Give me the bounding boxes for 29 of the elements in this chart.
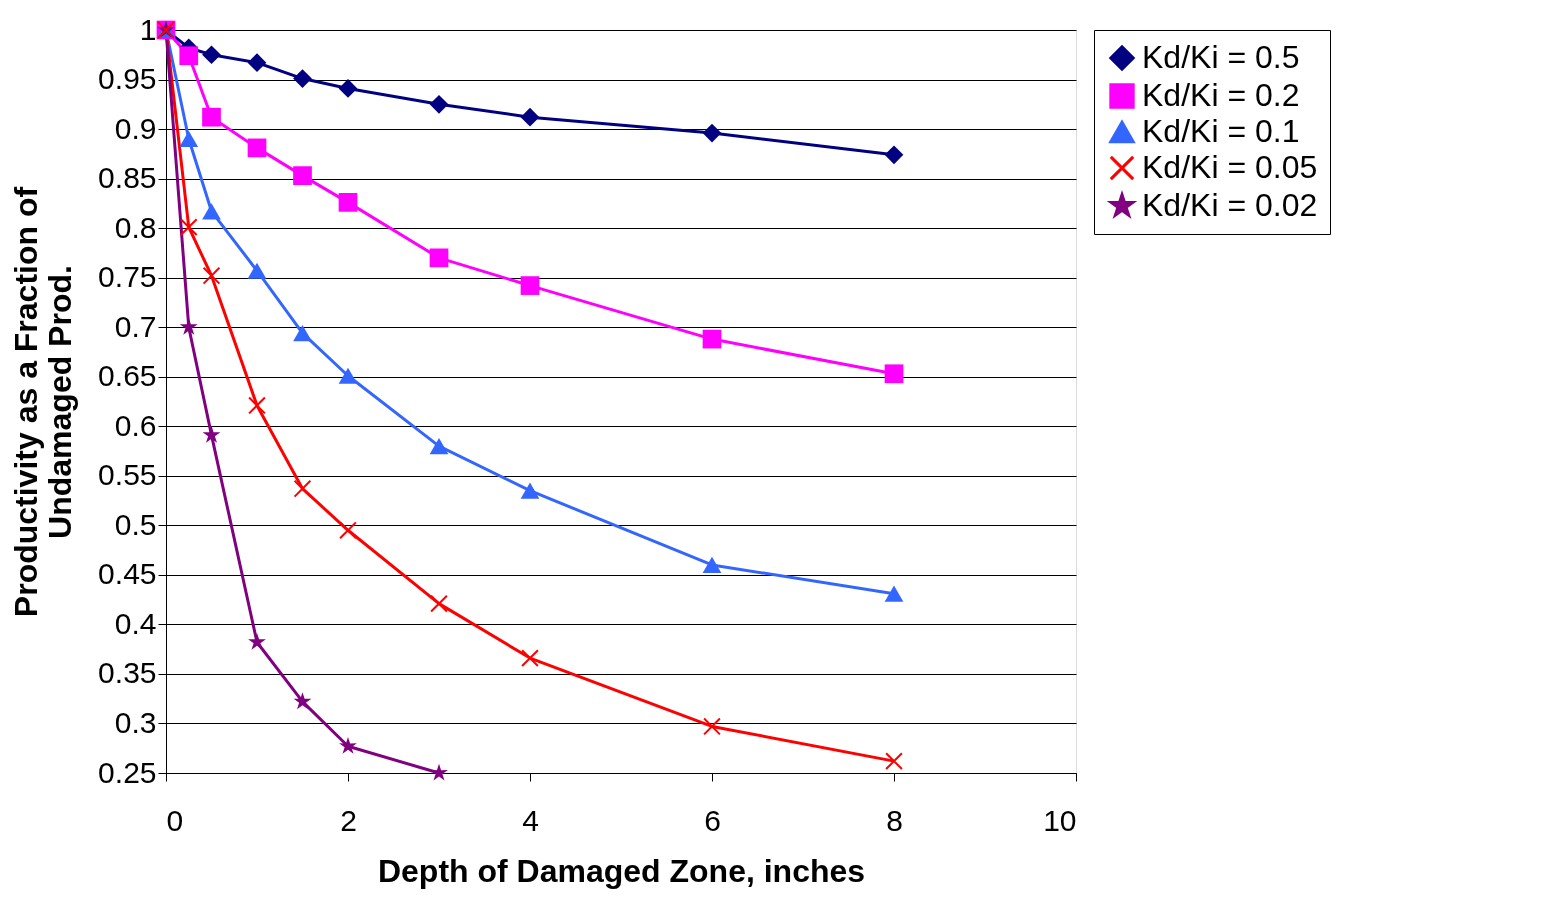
x-tick-label: 8 xyxy=(886,803,903,837)
y-tick-label: 0.8 xyxy=(114,210,157,244)
x-tick-label: 6 xyxy=(704,803,721,837)
legend-label: Kd/Ki = 0.2 xyxy=(1142,77,1300,113)
x-tick-label: 4 xyxy=(522,803,539,837)
y-tick-label: 0.5 xyxy=(114,507,157,541)
y-tick-label: 0.6 xyxy=(114,408,157,442)
y-tick-label: 0.9 xyxy=(114,111,157,145)
y-axis-title: Productivity as a Fraction of Undamaged Prod. xyxy=(8,186,79,618)
x-tick-label: 10 xyxy=(1043,803,1077,837)
y-tick-label: 0.25 xyxy=(98,755,157,789)
y-tick-label: 0.75 xyxy=(98,260,157,294)
x-axis-title: Depth of Damaged Zone, inches xyxy=(377,852,866,889)
x-tick-label: 2 xyxy=(340,803,357,837)
y-tick-label: 0.85 xyxy=(98,161,157,195)
legend-label: Kd/Ki = 0.05 xyxy=(1142,149,1318,185)
y-tick-label: 0.35 xyxy=(98,656,157,690)
y-tick-label: 0.95 xyxy=(98,62,157,96)
y-tick-label: 1 xyxy=(139,12,157,46)
y-tick-label: 0.65 xyxy=(98,359,157,393)
y-tick-label: 0.3 xyxy=(114,705,157,739)
y-tick-label: 0.7 xyxy=(114,309,157,343)
y-tick-label: 0.45 xyxy=(98,557,157,591)
x-tick-label: 0 xyxy=(166,803,184,837)
y-tick-label: 0.55 xyxy=(98,458,157,492)
legend-label: Kd/Ki = 0.5 xyxy=(1142,39,1300,75)
y-tick-label: 0.4 xyxy=(114,606,157,640)
legend-label: Kd/Ki = 0.1 xyxy=(1142,113,1300,149)
legend-label: Kd/Ki = 0.02 xyxy=(1142,187,1318,223)
